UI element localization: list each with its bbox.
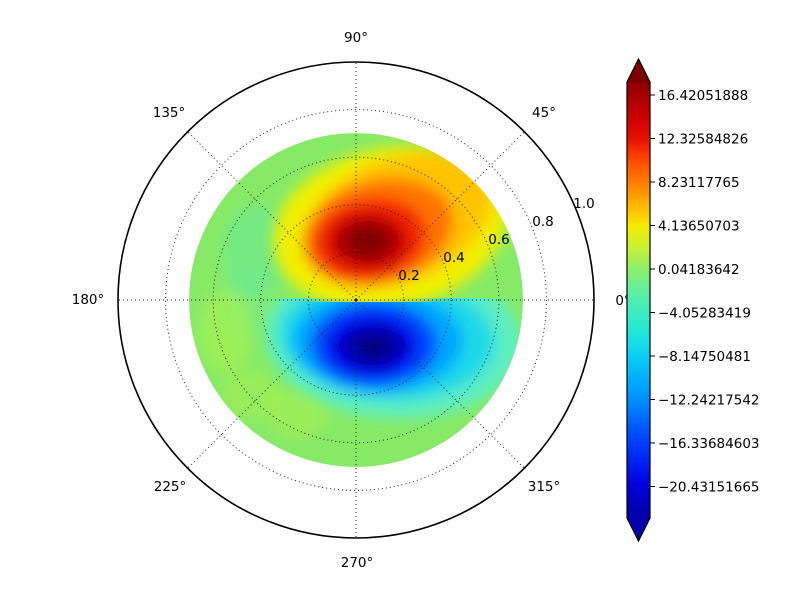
colorbar-tick-label-7: −12.24217542 — [658, 393, 760, 409]
radial-tick-label-0-8: 0.8 — [532, 214, 553, 230]
negative-lobe — [265, 298, 521, 419]
colorbar-tick-label-3: 4.13650703 — [658, 219, 740, 235]
angular-tick-label-90: 90° — [344, 30, 368, 46]
radial-tick-label-0-6: 0.6 — [488, 232, 509, 248]
contour-field — [189, 133, 523, 467]
colorbar-tick-label-5: −4.05283419 — [658, 306, 751, 322]
positive-lobe — [273, 145, 507, 302]
radial-tick-labels: 0.2 0.4 0.6 0.8 1.0 — [398, 196, 594, 284]
grid-circle-0-4 — [260, 204, 452, 396]
angular-tick-label-180: 180° — [72, 292, 105, 308]
angular-tick-labels: 0° 45° 90° 135° 180° 225° 270° 315° — [72, 30, 631, 571]
colorbar-tick-label-2: 8.23117765 — [658, 175, 740, 191]
angular-tick-label-45: 45° — [532, 105, 556, 121]
angular-tick-label-315: 315° — [528, 479, 561, 495]
angular-tick-label-270: 270° — [341, 555, 374, 571]
angular-tick-label-135: 135° — [153, 105, 186, 121]
angular-tick-label-225: 225° — [154, 479, 187, 495]
colorbar-outline — [626, 57, 651, 543]
colorbar-tick-label-6: −8.14750481 — [658, 349, 751, 365]
grid-circle-0-2 — [307, 251, 405, 349]
colorbar-upper-arrow — [627, 59, 650, 82]
radial-tick-label-0-4: 0.4 — [443, 250, 464, 266]
polar-origin-dot — [354, 298, 358, 302]
polar-grid — [118, 62, 594, 538]
grid-circle-0-8 — [165, 109, 547, 491]
polar-outer-ring — [117, 61, 595, 539]
colorbar-tick-label-8: −16.33684603 — [658, 436, 760, 452]
colorbar: 16.42051888 12.32584826 8.23117765 4.136… — [626, 57, 760, 543]
colorbar-ticks — [650, 94, 655, 487]
colorbar-tick-label-0: 16.42051888 — [658, 88, 748, 104]
colorbar-lower-arrow — [627, 518, 650, 541]
radial-tick-label-0-2: 0.2 — [398, 268, 419, 284]
colorbar-gradient-bar — [627, 82, 650, 518]
colorbar-tick-label-4: 0.04183642 — [658, 262, 740, 278]
grid-circle-0-6 — [212, 156, 500, 444]
colorbar-tick-label-9: −20.43151665 — [658, 480, 760, 496]
colorbar-tick-label-1: 12.32584826 — [658, 132, 748, 148]
colorbar-tick-labels: 16.42051888 12.32584826 8.23117765 4.136… — [658, 88, 760, 496]
radial-tick-label-1-0: 1.0 — [573, 196, 594, 212]
